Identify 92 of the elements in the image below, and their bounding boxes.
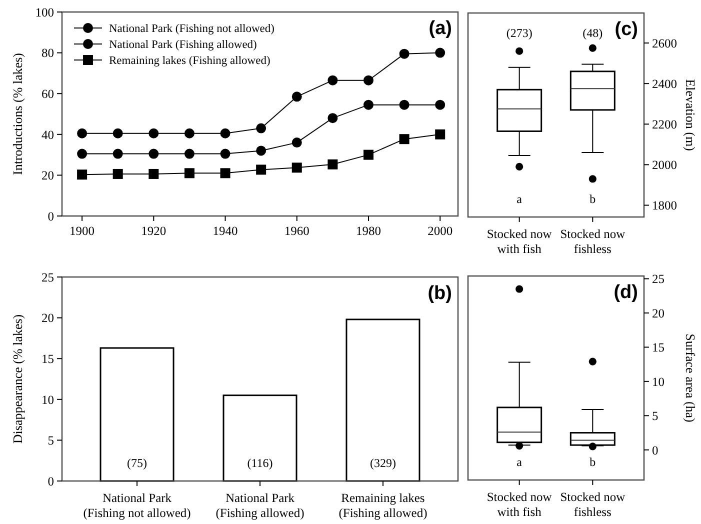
point: [292, 162, 302, 173]
point: [112, 128, 123, 138]
point: [148, 128, 159, 138]
annotation: (75): [127, 456, 148, 470]
point: [435, 48, 446, 58]
x-tick-label: Stocked now fishless: [560, 490, 626, 519]
y-tick-label: 2200: [652, 118, 677, 132]
point: [363, 150, 374, 160]
point: [435, 100, 446, 110]
y-tick-label: 15: [652, 340, 664, 355]
bar: [222, 394, 298, 482]
x-tick-label: Stocked now with fish: [486, 227, 552, 256]
point: [435, 129, 446, 140]
y-tick-label: 5: [652, 409, 658, 424]
annotation: (48): [582, 26, 603, 40]
y-tick-label: 100: [35, 5, 54, 20]
x-tick-label: Remaining lakes (Fishing allowed): [338, 491, 428, 520]
point: [328, 75, 338, 86]
annotation: a: [516, 192, 523, 206]
point: [220, 148, 230, 159]
y-axis-title: Introductions (% lakes): [10, 52, 25, 176]
point: [399, 100, 410, 110]
annotation: (b): [428, 283, 452, 304]
x-tick-label: 2000: [428, 224, 453, 238]
point: [184, 168, 194, 178]
point: [292, 138, 302, 148]
point: [363, 100, 374, 110]
annotation: (329): [370, 456, 396, 470]
point: [256, 164, 266, 175]
y-tick-label: 10: [42, 392, 54, 407]
legend-label: Remaining lakes (Fishing allowed): [109, 55, 270, 68]
x-tick-label: National Park (Fishing allowed): [216, 491, 304, 520]
x-tick-label: Stocked now with fish: [486, 490, 552, 519]
point: [256, 123, 266, 134]
point: [184, 128, 194, 138]
y-tick-label: 25: [652, 272, 664, 286]
annotation: (d): [614, 282, 638, 303]
annotation: (a): [428, 18, 452, 39]
x-tick-label: 1980: [356, 224, 381, 238]
y-axis-title: Surface area (ha): [683, 334, 698, 422]
x-tick-label: Stocked now fishless: [560, 227, 626, 256]
annotation: (273): [506, 26, 532, 40]
y-tick-label: 25: [42, 270, 54, 284]
y-tick-label: 15: [42, 352, 54, 366]
y-tick-label: 20: [42, 311, 54, 326]
point: [77, 170, 88, 180]
bar: [346, 318, 420, 482]
y-tick-label: 10: [652, 374, 664, 389]
legend-label: National Park (Fishing not allowed): [109, 23, 275, 36]
y-axis-title: Disappearance (% lakes): [10, 314, 25, 444]
point: [292, 92, 302, 102]
y-tick-label: 40: [42, 128, 54, 142]
y-axis-title: Elevation (m): [683, 79, 698, 151]
x-tick-label: 1960: [284, 224, 310, 238]
point: [399, 134, 410, 144]
annotation: (c): [614, 19, 638, 40]
point: [328, 159, 338, 170]
point: [112, 148, 123, 159]
point: [148, 168, 159, 179]
y-tick-label: 2000: [652, 158, 677, 172]
point: [328, 113, 338, 124]
point: [112, 168, 123, 179]
x-tick-label: 1940: [212, 224, 238, 238]
point: [148, 148, 159, 159]
point: [220, 128, 230, 138]
bar: [100, 347, 174, 482]
y-tick-label: 0: [48, 474, 54, 488]
y-tick-label: 0: [48, 209, 54, 224]
point: [77, 128, 88, 138]
y-tick-label: 2400: [652, 76, 677, 91]
point: [184, 148, 194, 159]
point: [363, 75, 374, 86]
y-tick-label: 5: [48, 434, 54, 448]
point: [77, 148, 88, 159]
point: [220, 168, 230, 178]
annotation: a: [516, 455, 523, 470]
x-tick-label: 1920: [141, 224, 166, 238]
y-tick-label: 20: [42, 168, 54, 183]
y-tick-label: 0: [652, 443, 658, 458]
x-tick-label: National Park (Fishing not allowed): [83, 491, 191, 520]
point: [399, 48, 410, 59]
annotation: (116): [247, 456, 273, 470]
y-tick-label: 20: [652, 306, 664, 320]
annotation: b: [590, 455, 596, 470]
y-tick-label: 80: [42, 46, 54, 60]
y-tick-label: 1800: [652, 198, 677, 213]
legend-label: National Park (Fishing allowed): [109, 39, 258, 52]
point: [256, 146, 266, 156]
annotation: b: [590, 192, 596, 206]
y-tick-label: 60: [42, 86, 54, 101]
y-tick-label: 2600: [652, 36, 677, 50]
x-tick-label: 1900: [70, 224, 95, 238]
